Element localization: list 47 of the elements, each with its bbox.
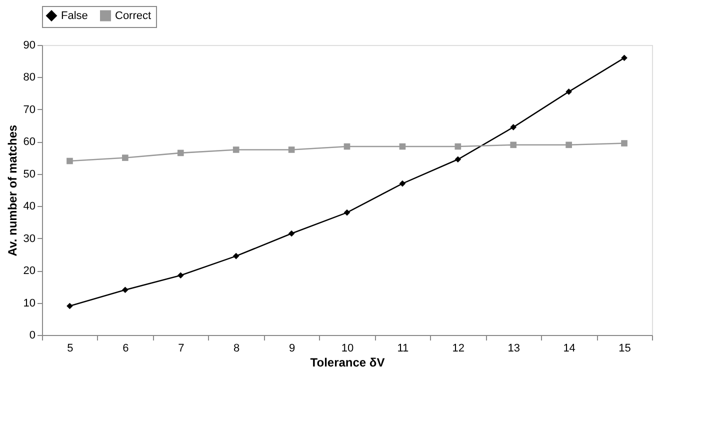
point: [566, 88, 572, 95]
x-tick-label: 5: [67, 342, 74, 354]
x-tick-label: 7: [178, 342, 184, 354]
point: [454, 143, 462, 150]
x-tick-label: 12: [452, 342, 465, 354]
y-tick-label: 20: [23, 265, 36, 278]
y-tick-label: 40: [23, 200, 36, 213]
y-axis-title: Av. number of matches: [5, 124, 20, 256]
x-tick-label: 6: [122, 342, 129, 354]
point: [454, 156, 462, 163]
y-tick-label: 70: [23, 104, 36, 116]
point: [288, 146, 295, 153]
point: [177, 150, 184, 156]
point: [232, 252, 240, 260]
point: [510, 142, 517, 148]
point: [66, 158, 73, 164]
x-tick-label: 13: [508, 342, 520, 354]
x-tick-label: 9: [288, 342, 296, 354]
y-tick-label: 50: [23, 168, 36, 180]
point: [399, 143, 406, 150]
point: [566, 142, 572, 148]
point: [122, 286, 128, 294]
y-tick-label: 10: [23, 297, 36, 310]
point: [177, 272, 184, 279]
point: [344, 209, 350, 216]
y-tick-label: 0: [29, 330, 36, 342]
y-tick-label: 90: [23, 40, 36, 52]
x-tick-label: 15: [618, 342, 631, 354]
point: [510, 124, 517, 130]
point: [232, 146, 240, 153]
point: [344, 143, 350, 150]
legend-label: Correct: [115, 10, 152, 22]
x-tick-label: 14: [563, 342, 576, 354]
y-tick-label: 80: [23, 72, 36, 84]
point: [288, 230, 295, 237]
point: [621, 140, 628, 146]
y-tick-label: 60: [23, 136, 36, 148]
point: [66, 302, 73, 310]
x-tick-label: 11: [397, 342, 409, 354]
x-tick-label: 10: [341, 342, 354, 354]
point: [621, 54, 628, 62]
legend-label: False: [61, 10, 88, 22]
point: [399, 180, 406, 187]
point: [122, 154, 128, 161]
y-tick-label: 30: [23, 232, 36, 245]
x-axis-title: Tolerance δV: [310, 356, 385, 370]
x-tick-label: 8: [234, 342, 240, 354]
